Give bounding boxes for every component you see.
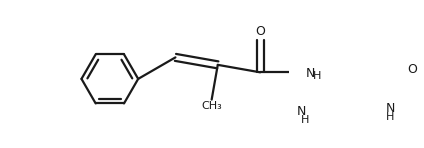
- Text: N: N: [385, 102, 395, 115]
- Text: H: H: [301, 115, 309, 125]
- Text: O: O: [255, 25, 265, 38]
- Text: N: N: [306, 67, 315, 80]
- Text: CH₃: CH₃: [201, 101, 222, 111]
- Text: H: H: [386, 112, 394, 122]
- Text: N: N: [296, 105, 306, 118]
- Text: O: O: [407, 63, 417, 76]
- Text: H: H: [313, 71, 321, 81]
